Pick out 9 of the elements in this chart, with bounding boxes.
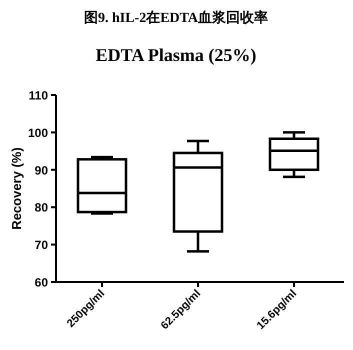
- y-tick-label: 70: [34, 238, 48, 252]
- chart-title: 图9. hIL-2在EDTA血浆回收率: [84, 9, 268, 26]
- y-tick-label: 110: [28, 88, 48, 102]
- y-tick-label: 80: [34, 200, 48, 215]
- y-tick-label: 90: [34, 163, 48, 178]
- y-tick-label: 100: [28, 126, 48, 140]
- y-axis-title: Recovery (%): [9, 147, 24, 230]
- y-tick-label: 60: [34, 276, 48, 290]
- chart-subtitle: EDTA Plasma (25%): [96, 45, 256, 65]
